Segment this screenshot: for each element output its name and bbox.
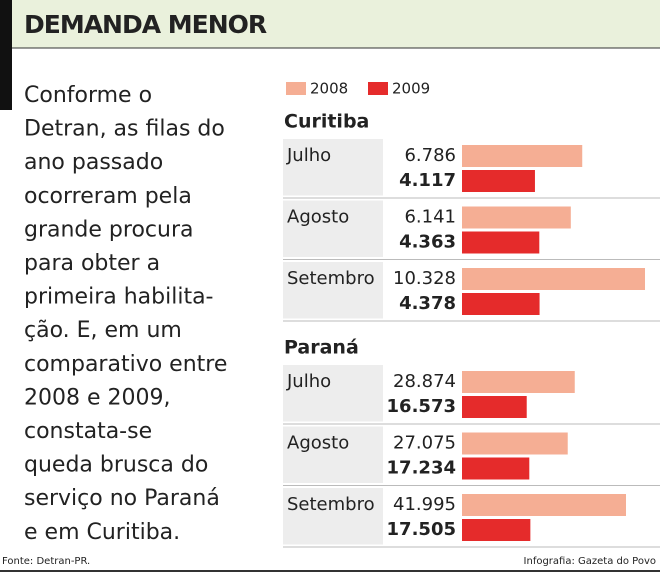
bar (462, 231, 540, 254)
row-band (283, 488, 383, 545)
body-line: ção. E, em um (24, 318, 182, 343)
group-title: Curitiba (284, 111, 369, 133)
body-line: 2008 e 2009, (24, 385, 171, 410)
body-line: e em Curitiba. (24, 520, 180, 545)
bar (462, 494, 626, 516)
bar (462, 396, 527, 418)
bar (462, 432, 568, 455)
category-label: Julho (286, 145, 331, 166)
value-label: 10.328 (393, 268, 456, 289)
legend-label: 2009 (392, 80, 430, 98)
body-line: grande procura (24, 217, 193, 242)
legend-label: 2008 (310, 80, 348, 98)
row-band (283, 426, 383, 483)
bar (462, 519, 531, 541)
row-band (283, 200, 383, 257)
bar (462, 206, 571, 229)
body-line: ano passado (24, 150, 163, 175)
value-label-bold: 16.573 (387, 396, 456, 417)
category-label: Agosto (287, 207, 349, 228)
value-label: 6.141 (404, 207, 456, 228)
bar (462, 268, 645, 290)
group-title: Paraná (284, 337, 359, 359)
body-line: Detran, as filas do (24, 117, 225, 142)
value-label: 6.786 (404, 145, 456, 166)
value-label-bold: 17.505 (387, 519, 456, 540)
value-label: 28.874 (393, 371, 456, 392)
source: Fonte: Detran-PR. (2, 556, 90, 567)
category-label: Setembro (287, 268, 375, 289)
category-label: Setembro (287, 494, 375, 515)
bar (462, 170, 535, 192)
body-line: constata-se (24, 419, 152, 444)
bar (462, 457, 530, 480)
body-line: queda brusca do (24, 453, 208, 478)
title: DEMANDA MENOR (24, 10, 267, 39)
header-band (0, 0, 660, 48)
value-label-bold: 4.378 (399, 293, 456, 314)
body-line: Conforme o (24, 83, 152, 108)
row-band (283, 365, 383, 422)
body-line: primeira habilita- (24, 285, 214, 310)
category-label: Julho (286, 371, 331, 392)
legend-swatch (286, 82, 306, 95)
value-label-bold: 4.117 (399, 170, 456, 191)
value-label: 41.995 (393, 494, 456, 515)
bar (462, 293, 540, 315)
value-label-bold: 17.234 (387, 458, 456, 479)
bar (462, 145, 583, 167)
category-label: Agosto (287, 433, 349, 454)
body-line: para obter a (24, 251, 160, 276)
credit: Infografia: Gazeta do Povo (524, 556, 656, 567)
value-label-bold: 4.363 (399, 232, 456, 253)
bar (462, 371, 575, 393)
value-label: 27.075 (393, 433, 456, 454)
row-band (283, 262, 383, 319)
legend-swatch (368, 82, 388, 95)
body-line: comparativo entre (24, 352, 227, 377)
header-bar (0, 0, 12, 110)
body-line: ocorreram pela (24, 184, 192, 209)
body-line: serviço no Paraná (24, 486, 220, 511)
row-band (283, 139, 383, 196)
